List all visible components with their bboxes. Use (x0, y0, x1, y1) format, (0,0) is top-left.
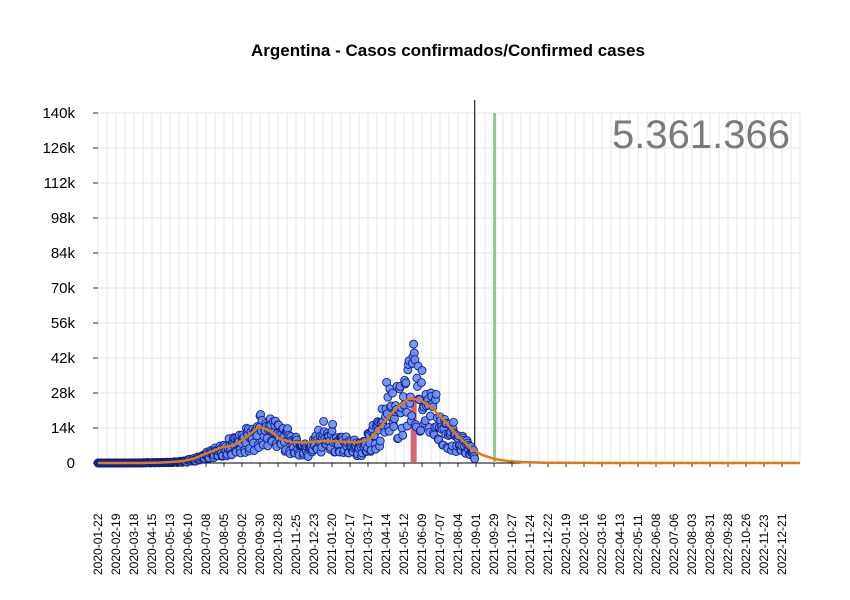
x-tick-label: 2021-11-24 (523, 514, 537, 575)
x-tick-label: 2020-06-10 (181, 513, 195, 575)
y-tick-label: 42k (51, 350, 76, 367)
x-tick-label: 2022-03-16 (595, 513, 609, 575)
y-tick-label: 140k (42, 105, 75, 122)
chart-title: Argentina - Casos confirmados/Confirmed … (251, 41, 645, 60)
x-tick-label: 2021-09-01 (469, 513, 483, 575)
x-tick-label: 2020-08-05 (217, 513, 231, 575)
x-tick-label: 2021-10-27 (505, 513, 519, 575)
x-tick-label: 2021-03-17 (361, 513, 375, 575)
y-tick-label: 56k (51, 315, 76, 332)
y-tick-label: 84k (51, 245, 76, 262)
y-tick-label: 0 (67, 455, 75, 472)
y-tick-label: 126k (42, 140, 75, 157)
data-point (387, 388, 397, 398)
data-point (470, 454, 480, 464)
data-point (328, 419, 338, 429)
x-tick-label: 2022-05-11 (631, 514, 645, 575)
x-axis-ticks: 2020-01-22 2020-02-19 2020-03-18 2020-04-15… (91, 463, 789, 575)
y-axis-ticks: 0 14k 28k 42k 56k 70k 84k 98k 112k 126k 140k (42, 105, 98, 472)
x-tick-label: 2020-12-23 (307, 513, 321, 575)
x-tick-label: 2022-12-21 (775, 513, 789, 575)
data-point (375, 436, 385, 446)
x-tick-label: 2021-05-12 (397, 513, 411, 575)
x-tick-label: 2021-02-17 (343, 513, 357, 575)
data-point (389, 422, 399, 431)
x-tick-label: 2021-09-29 (487, 513, 501, 575)
x-tick-label: 2021-07-07 (433, 513, 447, 575)
data-point (449, 417, 458, 427)
x-tick-label: 2021-04-14 (379, 513, 393, 575)
x-tick-label: 2020-09-30 (253, 513, 267, 575)
y-tick-label: 112k (44, 175, 76, 192)
x-tick-label: 2022-04-13 (613, 513, 627, 575)
x-tick-label: 2020-11-25 (289, 514, 303, 575)
x-tick-label: 2022-10-26 (739, 513, 753, 575)
x-tick-label: 2020-07-08 (199, 513, 213, 575)
grid (97, 112, 801, 463)
x-tick-label: 2021-06-09 (415, 513, 429, 575)
fitted-curve (98, 397, 800, 465)
x-tick-label: 2020-01-22 (91, 513, 105, 575)
x-tick-label: 2021-12-22 (541, 513, 555, 575)
x-tick-label: 2022-01-19 (559, 513, 573, 575)
y-tick-label: 28k (51, 385, 76, 402)
data-point (417, 366, 427, 375)
x-tick-label: 2022-11-23 (757, 514, 771, 575)
data-point (407, 411, 417, 421)
x-tick-label: 2020-03-18 (127, 513, 141, 575)
x-tick-label: 2022-08-31 (703, 513, 717, 575)
data-point (416, 426, 426, 435)
x-tick-label: 2020-09-02 (235, 513, 249, 575)
x-tick-label: 2022-08-03 (685, 513, 699, 575)
data-point (409, 339, 419, 349)
data-point (401, 378, 411, 388)
x-tick-label: 2022-09-28 (721, 513, 735, 575)
x-tick-label: 2020-02-19 (109, 513, 123, 575)
fit-line (98, 397, 800, 465)
data-point (398, 430, 408, 440)
y-tick-label: 70k (51, 280, 76, 297)
data-point (416, 378, 426, 388)
data-point (319, 416, 329, 426)
y-tick-label: 98k (51, 210, 76, 227)
x-tick-label: 2022-02-16 (577, 513, 591, 575)
x-tick-label: 2020-10-28 (271, 513, 285, 575)
x-tick-label: 2021-01-20 (325, 513, 339, 575)
x-tick-label: 2020-04-15 (145, 513, 159, 575)
x-tick-label: 2021-08-04 (451, 513, 465, 575)
x-tick-label: 2022-07-06 (667, 513, 681, 575)
x-tick-label: 2020-05-13 (163, 513, 177, 575)
total-cases-label: 5.361.366 (612, 113, 790, 157)
y-tick-label: 14k (51, 420, 76, 437)
data-point (431, 389, 441, 399)
x-tick-label: 2022-06-08 (649, 513, 663, 575)
